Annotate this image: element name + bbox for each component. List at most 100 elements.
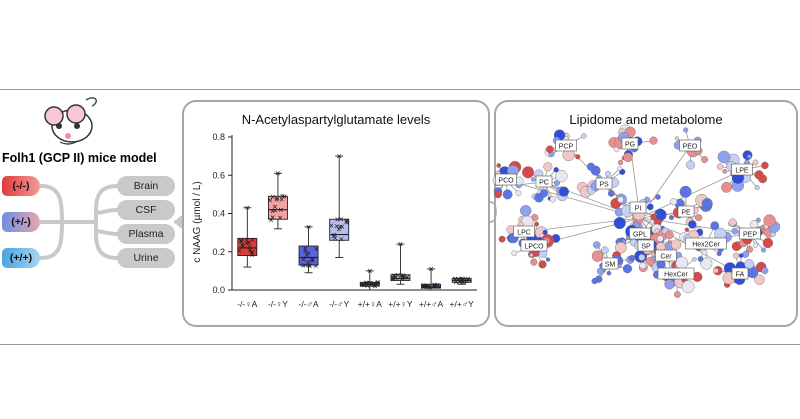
lipid-node bbox=[701, 156, 708, 163]
class-label: Cer bbox=[660, 254, 672, 261]
lipid-node bbox=[512, 251, 517, 256]
lipid-node bbox=[732, 228, 738, 234]
lipid-node bbox=[761, 248, 766, 253]
lipid-node bbox=[676, 257, 688, 269]
lipid-node bbox=[665, 231, 673, 239]
y-tick-label: 0.4 bbox=[212, 209, 225, 219]
lipid-node bbox=[503, 190, 512, 199]
class-label: PG bbox=[625, 142, 635, 149]
class-label: PEP bbox=[743, 232, 757, 239]
lipid-node bbox=[655, 194, 660, 199]
mouse-icon bbox=[32, 92, 102, 148]
lipid-node bbox=[764, 215, 776, 227]
lipid-node bbox=[761, 162, 768, 169]
lipid-node bbox=[747, 246, 753, 252]
lipid-node bbox=[587, 163, 595, 171]
lipid-node bbox=[729, 219, 737, 227]
lipid-node bbox=[543, 230, 548, 235]
x-tick-label: +/+♀Y bbox=[388, 299, 413, 309]
class-label: LPCO bbox=[524, 244, 544, 251]
lipid-node bbox=[530, 253, 534, 257]
lipid-node bbox=[605, 171, 610, 176]
lipid-node bbox=[546, 258, 550, 262]
class-label: PI bbox=[635, 206, 642, 213]
lipid-node bbox=[756, 218, 761, 223]
x-tick-label: +/+♀A bbox=[358, 299, 383, 309]
lipid-node bbox=[554, 167, 559, 172]
sample-urine: Urine bbox=[117, 248, 175, 268]
class-label: PCP bbox=[559, 144, 574, 151]
lipid-node bbox=[539, 261, 547, 269]
lipid-node bbox=[688, 220, 696, 228]
lipid-node bbox=[721, 182, 731, 192]
class-label: GPL bbox=[633, 232, 647, 239]
lipid-node bbox=[530, 259, 537, 266]
lipid-node bbox=[534, 222, 538, 226]
lipid-node bbox=[608, 190, 614, 196]
lipid-node bbox=[520, 205, 531, 216]
lipid-node bbox=[685, 228, 689, 232]
lipid-node bbox=[733, 253, 739, 259]
lipid-node bbox=[683, 128, 688, 133]
lipid-node bbox=[522, 166, 534, 178]
lipid-node bbox=[650, 137, 658, 145]
lipid-node bbox=[559, 187, 569, 197]
bottom-divider bbox=[0, 344, 800, 345]
lipid-node bbox=[601, 247, 608, 254]
lipid-node bbox=[575, 154, 580, 159]
lipid-node bbox=[640, 262, 646, 268]
lipid-node bbox=[675, 137, 679, 141]
lipid-node bbox=[702, 250, 707, 255]
lipid-node bbox=[665, 280, 675, 290]
lipid-node bbox=[531, 177, 535, 181]
lipid-node bbox=[550, 196, 556, 202]
lipid-node bbox=[722, 169, 726, 173]
lipid-node bbox=[607, 271, 611, 275]
lipid-node bbox=[669, 215, 674, 220]
y-tick-label: 0.2 bbox=[212, 247, 225, 257]
lipid-node bbox=[617, 166, 621, 170]
sample-csf: CSF bbox=[117, 200, 175, 220]
lipid-node bbox=[618, 197, 624, 203]
class-label: PC bbox=[539, 180, 549, 187]
x-tick-label: -/-♀Y bbox=[268, 299, 288, 309]
lipid-node bbox=[744, 259, 753, 268]
lipid-node bbox=[650, 214, 656, 220]
x-tick-label: -/-♂Y bbox=[329, 299, 349, 309]
lipid-node bbox=[657, 260, 666, 269]
lipid-node bbox=[546, 146, 553, 153]
x-tick-label: +/+♂Y bbox=[450, 299, 475, 309]
x-tick-label: -/-♀A bbox=[237, 299, 257, 309]
lipid-node bbox=[544, 162, 553, 171]
lipid-node bbox=[711, 222, 719, 230]
lipid-node bbox=[516, 190, 522, 196]
lipid-node bbox=[647, 204, 653, 210]
lipid-node bbox=[717, 164, 723, 170]
lipid-node bbox=[670, 198, 677, 205]
class-label: Hex2Cer bbox=[692, 242, 720, 249]
top-divider bbox=[0, 89, 800, 90]
lipid-node bbox=[540, 189, 548, 197]
lipid-node bbox=[713, 268, 718, 273]
lipid-node bbox=[581, 134, 586, 139]
lipid-node bbox=[695, 214, 702, 221]
lipid-node bbox=[497, 163, 501, 167]
x-tick-label: -/-♂A bbox=[299, 299, 319, 309]
y-axis-label: c NAAG (µmol / L) bbox=[192, 181, 203, 262]
lipid-node bbox=[593, 241, 600, 248]
lipid-node bbox=[753, 160, 759, 166]
lipid-node bbox=[698, 256, 703, 261]
class-label: PE bbox=[681, 210, 691, 217]
lipid-node bbox=[747, 154, 751, 158]
lipid-node bbox=[499, 236, 505, 242]
class-label: SP bbox=[641, 244, 651, 251]
lipid-node bbox=[753, 243, 758, 248]
lipid-node bbox=[629, 255, 635, 261]
lipid-node bbox=[494, 191, 501, 198]
lipid-network: PC PCO PCP PG PEO LPE PE PI PEP PS LPC LPCO GPL SP SM H… bbox=[494, 100, 798, 327]
lipid-node bbox=[657, 235, 663, 241]
class-label: LPE bbox=[735, 168, 749, 175]
y-tick-label: 0.6 bbox=[212, 170, 225, 180]
lipid-node bbox=[739, 254, 743, 258]
lipid-node bbox=[692, 257, 696, 261]
